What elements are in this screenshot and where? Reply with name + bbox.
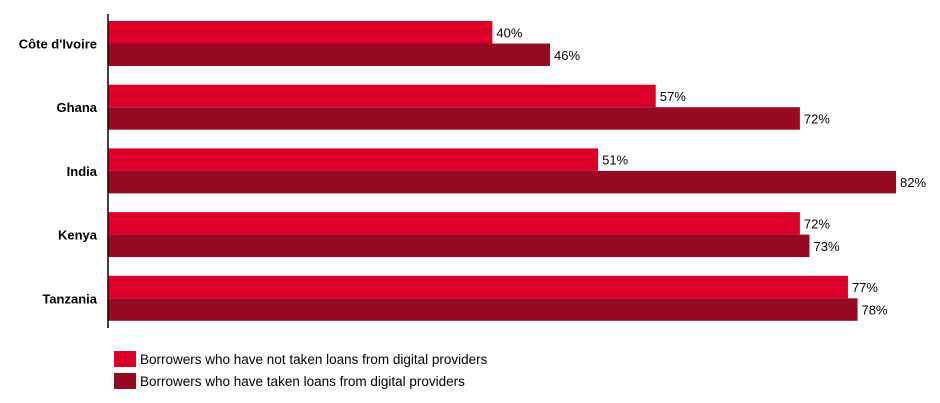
value-label-india-series-1: 51% <box>602 153 628 168</box>
bar-tanzania-series-1 <box>108 275 848 299</box>
value-labels-group: 40% 46% 57% 72% 51% 82% 72% 73% 77% 78% <box>496 25 926 317</box>
bar-india-series-2 <box>108 170 896 194</box>
category-label-india: India <box>67 164 98 179</box>
bar-ghana-series-1 <box>108 84 656 108</box>
bar-c-te-d-ivoire-series-2 <box>108 43 551 66</box>
bar-kenya-series-1 <box>108 212 800 235</box>
legend: Borrowers who have not taken loans from … <box>114 348 487 392</box>
legend-item-series-2: Borrowers who have taken loans from digi… <box>114 370 487 392</box>
value-label-tanzania-series-2: 78% <box>862 303 888 318</box>
legend-swatch-series-2 <box>114 373 136 389</box>
category-label-ghana: Ghana <box>57 100 98 115</box>
value-label-ghana-series-2: 72% <box>804 111 830 126</box>
value-label-kenya-series-2: 73% <box>814 239 840 254</box>
category-label-tanzania: Tanzania <box>42 291 97 306</box>
bar-chart: 40% 46% 57% 72% 51% 82% 72% 73% 77% 78% Côte d'Iv… <box>19 14 926 328</box>
bar-kenya-series-2 <box>108 234 810 258</box>
bars-group <box>108 21 896 321</box>
value-label-kenya-series-1: 72% <box>804 216 830 231</box>
legend-label-series-2: Borrowers who have taken loans from digi… <box>140 373 465 389</box>
bar-india-series-1 <box>108 148 599 171</box>
value-label-c-te-d-ivoire-series-1: 40% <box>496 25 522 40</box>
legend-swatch-series-1 <box>114 351 136 367</box>
bar-ghana-series-2 <box>108 107 800 130</box>
value-label-tanzania-series-1: 77% <box>852 280 878 295</box>
value-label-ghana-series-1: 57% <box>660 89 686 104</box>
category-label-kenya: Kenya <box>58 228 98 243</box>
bar-c-te-d-ivoire-series-1 <box>108 21 493 44</box>
category-labels-group: Côte d'Ivoire Ghana India Kenya Tanzania <box>19 37 98 307</box>
value-label-india-series-2: 82% <box>900 175 926 190</box>
legend-item-series-1: Borrowers who have not taken loans from … <box>114 348 487 370</box>
legend-label-series-1: Borrowers who have not taken loans from … <box>140 351 488 367</box>
bar-tanzania-series-2 <box>108 298 858 321</box>
category-label-c-te-d-ivoire: Côte d'Ivoire <box>19 37 97 52</box>
value-label-c-te-d-ivoire-series-2: 46% <box>554 48 580 63</box>
